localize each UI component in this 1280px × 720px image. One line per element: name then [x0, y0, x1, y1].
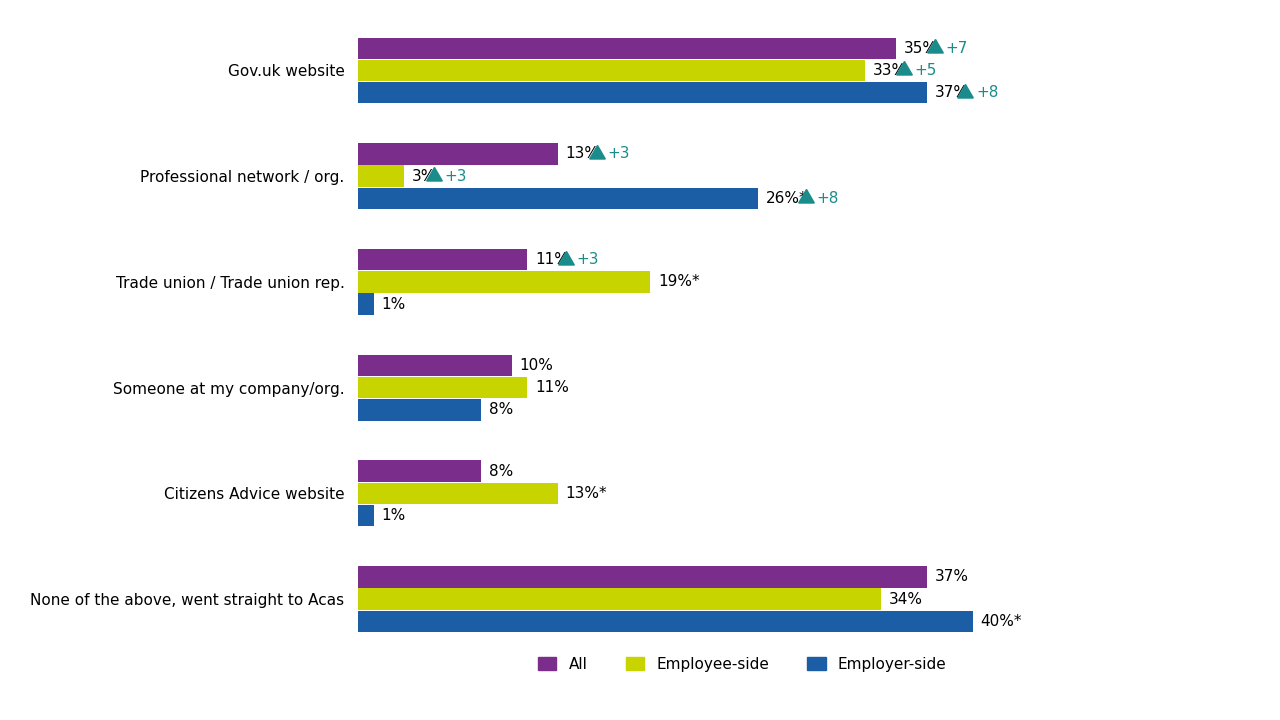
Bar: [358, 377, 527, 398]
Text: +8: +8: [977, 85, 998, 100]
Text: 8%: 8%: [489, 464, 513, 479]
Text: +3: +3: [444, 168, 467, 184]
Text: 13%: 13%: [566, 146, 600, 161]
Text: 40%*: 40%*: [980, 614, 1021, 629]
Bar: [358, 37, 896, 59]
Text: 26%*: 26%*: [765, 191, 808, 206]
Bar: [358, 611, 973, 632]
Text: 1%: 1%: [381, 297, 406, 312]
Text: 33%: 33%: [873, 63, 908, 78]
Text: +7: +7: [946, 41, 968, 55]
Bar: [358, 461, 481, 482]
Text: 11%: 11%: [535, 252, 568, 267]
Text: +3: +3: [608, 146, 630, 161]
Bar: [358, 294, 374, 315]
Text: 37%: 37%: [934, 85, 969, 100]
Bar: [358, 399, 481, 420]
Text: 34%: 34%: [888, 592, 923, 607]
Text: 19%*: 19%*: [658, 274, 700, 289]
Bar: [358, 355, 512, 376]
Bar: [358, 566, 927, 588]
Text: 3%: 3%: [412, 168, 436, 184]
Bar: [358, 60, 865, 81]
Bar: [358, 505, 374, 526]
Text: 10%: 10%: [520, 358, 553, 373]
Bar: [358, 82, 927, 104]
Text: +8: +8: [817, 191, 838, 206]
Legend: All, Employee-side, Employer-side: All, Employee-side, Employer-side: [532, 651, 952, 678]
Bar: [358, 166, 404, 187]
Text: 8%: 8%: [489, 402, 513, 418]
Bar: [358, 143, 558, 165]
Bar: [358, 588, 881, 610]
Bar: [358, 482, 558, 504]
Bar: [358, 249, 527, 271]
Bar: [358, 188, 758, 209]
Text: 11%: 11%: [535, 380, 568, 395]
Bar: [358, 271, 650, 292]
Text: 37%: 37%: [934, 570, 969, 585]
Text: 1%: 1%: [381, 508, 406, 523]
Text: +5: +5: [915, 63, 937, 78]
Text: 13%*: 13%*: [566, 486, 608, 501]
Text: 35%: 35%: [904, 41, 938, 55]
Text: +3: +3: [577, 252, 599, 267]
